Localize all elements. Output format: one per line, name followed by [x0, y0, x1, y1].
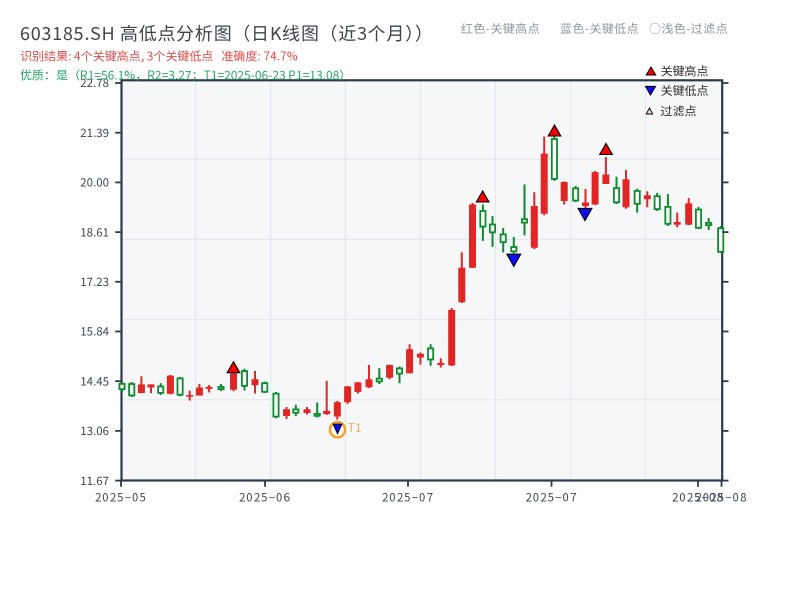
svg-text:2025−07: 2025−07: [525, 490, 577, 506]
svg-text:14.45: 14.45: [80, 373, 109, 389]
svg-text:2025−08: 2025−08: [695, 490, 747, 506]
svg-text:关键高点: 关键高点: [661, 63, 709, 80]
svg-text:过滤点: 过滤点: [661, 103, 697, 120]
svg-text:21.39: 21.39: [80, 125, 109, 141]
svg-text:11.67: 11.67: [80, 473, 109, 489]
svg-text:优质：是（R1=56.1%，R2=3.27；T1=2025-: 优质：是（R1=56.1%，R2=3.27；T1=2025-06-23 P1=1…: [20, 67, 351, 84]
svg-text:蓝色-关键低点: 蓝色-关键低点: [560, 20, 639, 37]
svg-text:关键低点: 关键低点: [661, 82, 709, 99]
svg-text:20.00: 20.00: [80, 175, 109, 191]
svg-text:13.06: 13.06: [80, 423, 109, 439]
svg-text:识别结果: 4个关键高点, 3个关键低点 准确度: 74: 识别结果: 4个关键高点, 3个关键低点 准确度: 74.7%: [20, 48, 298, 65]
svg-text:2025−07: 2025−07: [382, 490, 434, 506]
svg-text:2025−06: 2025−06: [239, 490, 291, 506]
svg-text:17.23: 17.23: [80, 274, 109, 290]
svg-text:2025−08: 2025−08: [672, 490, 724, 506]
svg-text:T1: T1: [348, 419, 362, 436]
svg-text:红色-关键高点: 红色-关键高点: [461, 20, 540, 37]
svg-text:603185.SH 高低点分析图（日K线图（近3个月））: 603185.SH 高低点分析图（日K线图（近3个月））: [20, 20, 434, 46]
svg-text:2025−05: 2025−05: [95, 490, 147, 506]
svg-text:15.84: 15.84: [80, 324, 109, 340]
svg-text:22.78: 22.78: [80, 75, 109, 91]
svg-text:18.61: 18.61: [80, 224, 109, 240]
svg-text:○浅色-过滤点: ○浅色-过滤点: [649, 20, 728, 37]
